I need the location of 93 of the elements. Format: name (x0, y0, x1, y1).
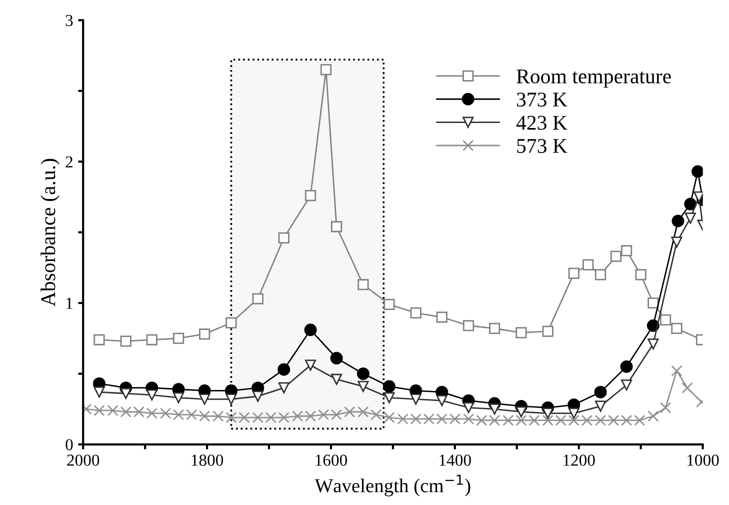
point (684, 198, 697, 210)
point (594, 386, 607, 398)
point (489, 322, 500, 334)
point (684, 212, 696, 224)
legend-label: 423 K (516, 116, 568, 130)
point (489, 403, 500, 415)
point (226, 317, 237, 328)
point (199, 410, 210, 422)
point (436, 395, 448, 406)
point (94, 404, 105, 416)
point (462, 413, 474, 425)
point (278, 382, 290, 394)
y-tick-label: 0 (66, 439, 73, 450)
point (660, 314, 672, 326)
point (94, 334, 105, 346)
point (120, 388, 132, 400)
point (671, 236, 682, 248)
point (330, 221, 342, 232)
legend-label: 373 K (516, 92, 568, 107)
point (384, 392, 395, 404)
point (594, 400, 606, 412)
point (410, 307, 422, 318)
legend-label: Room temperature (516, 70, 671, 88)
point (568, 408, 580, 419)
point (120, 336, 132, 347)
point (358, 279, 369, 290)
point (693, 191, 703, 203)
point (370, 409, 382, 420)
point (635, 269, 646, 280)
point (594, 269, 606, 280)
point (278, 363, 290, 376)
y-axis-title: Absorbance (a.u.) (40, 158, 60, 306)
x-tick-label: 1400 (440, 454, 471, 466)
point (462, 320, 474, 332)
point (330, 374, 342, 385)
point (304, 360, 316, 371)
point (542, 326, 554, 337)
x-tick-label: 2000 (67, 454, 100, 466)
x-tick-label: 1000 (688, 454, 719, 466)
point (252, 293, 264, 304)
point (344, 406, 356, 418)
point (358, 406, 369, 418)
point (620, 245, 632, 256)
point (671, 365, 682, 376)
point (542, 408, 554, 419)
point (648, 410, 659, 422)
point (320, 64, 332, 76)
y-tick-label: 2 (66, 156, 72, 168)
point (94, 386, 105, 398)
point (199, 328, 210, 340)
point (356, 367, 370, 380)
point (692, 165, 703, 178)
point (304, 324, 317, 336)
point (660, 402, 672, 414)
point (568, 268, 580, 279)
point (226, 394, 237, 405)
point (172, 332, 184, 344)
point (172, 392, 184, 404)
y-tick-label: 3 (66, 14, 73, 26)
point (358, 380, 369, 392)
point (212, 410, 224, 422)
point (516, 327, 527, 338)
point (384, 412, 395, 424)
point (382, 380, 396, 393)
point (107, 404, 118, 416)
point (146, 389, 158, 400)
point (146, 334, 158, 346)
point (410, 394, 422, 405)
x-axis-title: Wavelength (cm$^{−1}$) (314, 474, 470, 496)
point (384, 298, 395, 310)
point (304, 190, 316, 202)
point (252, 390, 264, 402)
point (436, 312, 448, 323)
point (146, 408, 158, 419)
point (610, 250, 622, 262)
point (462, 402, 474, 414)
x-tick-label: 1200 (564, 454, 595, 466)
point (620, 360, 633, 373)
point (330, 352, 343, 364)
point (516, 406, 527, 418)
x-tick-label: 1600 (316, 454, 347, 466)
legend-label: 573 K (517, 138, 568, 153)
point (160, 408, 172, 419)
y-tick-label: 1 (66, 298, 72, 309)
point (199, 394, 210, 405)
point (648, 338, 659, 350)
point (620, 379, 632, 391)
point (278, 232, 290, 244)
x-tick-label: 1800 (192, 454, 224, 466)
point (682, 382, 693, 394)
point (671, 322, 682, 334)
point (582, 259, 594, 270)
point (672, 214, 684, 228)
